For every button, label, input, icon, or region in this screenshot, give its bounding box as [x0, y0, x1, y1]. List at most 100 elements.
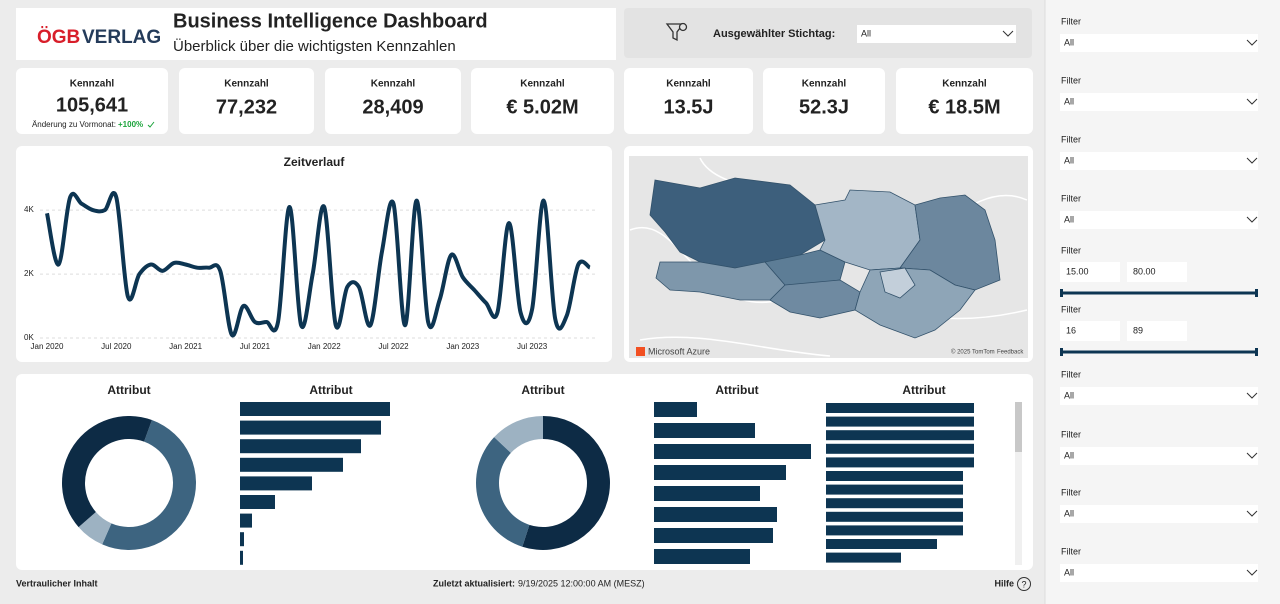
bar	[654, 444, 811, 459]
range-max: 80.00	[1133, 266, 1156, 276]
filter-value: All	[1064, 450, 1074, 460]
filter-dropdown[interactable]	[1060, 564, 1258, 582]
bar	[826, 525, 963, 536]
range-min: 16	[1066, 325, 1076, 335]
scrollbar-thumb[interactable]	[1015, 402, 1022, 452]
kpi-value: 77,232	[216, 96, 277, 118]
kpi-label: Kennzahl	[224, 79, 269, 90]
stichtag-label: Ausgewählter Stichtag:	[713, 28, 835, 40]
kpi-value: 28,409	[362, 96, 423, 118]
chevron	[1246, 98, 1258, 105]
region	[879, 267, 916, 299]
bar	[240, 513, 252, 528]
chevron	[1002, 30, 1014, 37]
bar	[654, 528, 773, 543]
range-max-box[interactable]	[1127, 321, 1187, 341]
chevron	[1246, 216, 1258, 223]
bar	[240, 495, 275, 509]
stichtag-box	[624, 8, 1032, 58]
subtitle: Überblick über die wichtigsten Kennzahle…	[173, 37, 456, 55]
filter-dropdown[interactable]	[1060, 34, 1258, 52]
kpi-value: € 5.02M	[506, 96, 578, 118]
bar	[826, 443, 974, 454]
road	[639, 336, 831, 357]
help-label[interactable]: Hilfe	[994, 578, 1014, 588]
slider-handle[interactable]	[1255, 348, 1258, 356]
map-feedback[interactable]: Feedback	[997, 350, 1024, 356]
map-attribution: Microsoft Azure	[648, 346, 710, 356]
bar	[240, 457, 343, 472]
y-tick-label: 2K	[24, 269, 34, 278]
filter-label: Filter	[1061, 429, 1081, 439]
chart-title: Attribut	[902, 383, 945, 397]
bar	[654, 549, 750, 564]
x-tick-label: Jul 2021	[240, 342, 271, 351]
filter-dropdown[interactable]	[1060, 211, 1258, 229]
filter-label: Filter	[1061, 193, 1081, 203]
scrollbar-track[interactable]	[1015, 402, 1022, 565]
donut-segment	[494, 416, 543, 453]
x-tick-label: Jan 2022	[308, 342, 341, 351]
kpi-value: 52.3J	[799, 96, 849, 118]
filter-dropdown[interactable]	[1060, 387, 1258, 405]
map-copyright: © 2025 TomTom	[951, 349, 995, 356]
filter-label: Filter	[1061, 546, 1081, 556]
x-tick-label: Jan 2023	[446, 342, 479, 351]
range-min-box[interactable]	[1060, 262, 1120, 282]
y-tick-label: 0K	[24, 333, 34, 342]
donut-segment	[522, 416, 611, 551]
bar	[826, 471, 963, 481]
bar	[240, 420, 381, 435]
stichtag-value: All	[861, 28, 871, 38]
chevron	[1246, 39, 1258, 46]
header-card	[16, 8, 616, 60]
kpi-card	[624, 68, 753, 134]
line-series	[45, 191, 591, 338]
chevron	[1246, 452, 1258, 459]
filter-dropdown[interactable]	[1060, 93, 1258, 111]
x-tick-label: Jul 2023	[517, 342, 548, 351]
chevron	[1246, 392, 1258, 399]
kpi-card	[325, 68, 461, 134]
funnel-badge	[678, 22, 688, 32]
donut-segment	[102, 420, 197, 551]
x-tick-label: Jan 2020	[31, 342, 64, 351]
kpi-label: Kennzahl	[70, 79, 115, 90]
bar	[240, 550, 243, 565]
kpi-label: Kennzahl	[666, 79, 711, 90]
kpi-value: 105,641	[56, 94, 128, 116]
x-tick-label: Jan 2021	[169, 342, 202, 351]
filter-dropdown[interactable]	[1060, 505, 1258, 523]
slider-handle[interactable]	[1255, 289, 1258, 297]
bar	[826, 484, 963, 495]
filter-label: Filter	[1061, 75, 1081, 85]
range-min-box[interactable]	[1060, 321, 1120, 341]
filter-label: Filter	[1061, 16, 1081, 26]
filter-dropdown[interactable]	[1060, 447, 1258, 465]
range-max-box[interactable]	[1127, 262, 1187, 282]
chevron	[1246, 157, 1258, 164]
x-tick-label: Jul 2022	[378, 342, 409, 351]
filter-dropdown[interactable]	[1060, 152, 1258, 170]
filter-value: All	[1064, 390, 1074, 400]
bar	[826, 457, 974, 468]
stichtag-dropdown[interactable]	[857, 25, 1016, 43]
bar	[240, 439, 361, 454]
filter-label: Filter	[1061, 304, 1081, 314]
kpi-card	[471, 68, 614, 134]
filter-icon[interactable]	[665, 22, 688, 42]
donut-segment	[476, 437, 530, 547]
chevron	[1246, 510, 1258, 517]
chart-title: Attribut	[107, 383, 150, 397]
slider-handle[interactable]	[1060, 289, 1063, 297]
map-regions	[649, 177, 1001, 339]
filter-value: All	[1064, 37, 1074, 47]
filter-value: All	[1064, 508, 1074, 518]
ms-logo	[636, 347, 645, 356]
bar	[240, 532, 244, 547]
kpi-label: Kennzahl	[371, 79, 416, 90]
filter-value: All	[1064, 96, 1074, 106]
help-icon[interactable]	[1017, 577, 1031, 591]
filter-value: All	[1064, 155, 1074, 165]
slider-handle[interactable]	[1060, 348, 1063, 356]
